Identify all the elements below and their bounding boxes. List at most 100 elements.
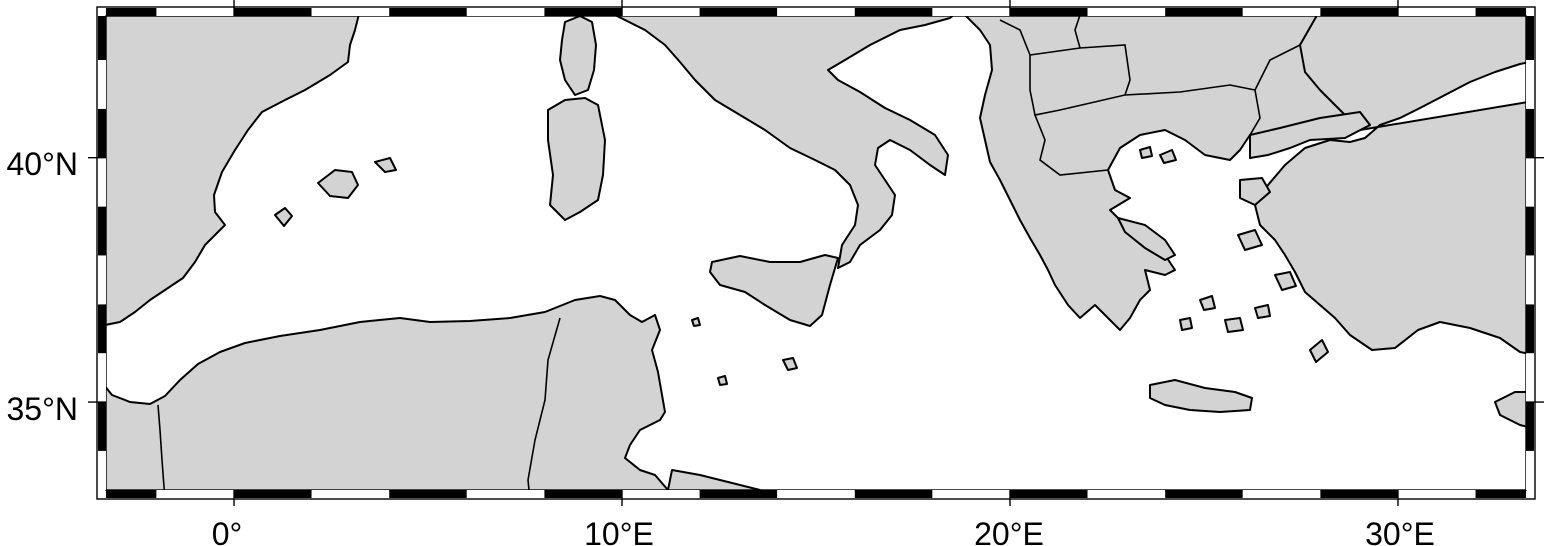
aegean-island: [1237, 229, 1263, 251]
frame-segment: [699, 490, 778, 498]
country-border: [1124, 84, 1261, 136]
aegean-island: [1239, 177, 1271, 206]
map-frame-outer: [96, 6, 1536, 500]
frame-segment: [1242, 8, 1321, 16]
aegean-island: [1274, 271, 1297, 291]
frame-segment: [544, 8, 623, 16]
cyprus-island: [1494, 391, 1526, 428]
aegean-island: [1254, 304, 1271, 319]
frame-segment: [1526, 304, 1534, 354]
frame-segment: [98, 353, 106, 403]
thrace-landmass: [1249, 111, 1371, 159]
libya-landmass: [667, 469, 761, 490]
map-tick-marks: [88, 0, 1544, 506]
pantelleria-island: [691, 317, 701, 327]
y-tick-label: 35°N: [7, 391, 79, 427]
frame-segment: [1526, 206, 1534, 256]
aegean-island: [1224, 317, 1244, 333]
frame-segment: [544, 490, 623, 498]
frame-segment: [1526, 353, 1534, 403]
country-border: [1254, 44, 1301, 91]
italy-landmass: [614, 16, 955, 269]
frame-segment: [777, 490, 855, 498]
frame-segment: [98, 450, 106, 490]
aegean-island: [1139, 146, 1153, 159]
x-tick-label: 20°E: [974, 516, 1044, 546]
frame-segment: [932, 8, 1010, 16]
euboea-island: [1117, 217, 1176, 261]
y-tick-label: 40°N: [7, 146, 79, 182]
frame-segment: [106, 490, 157, 498]
frame-segment: [466, 8, 545, 16]
frame-segment: [311, 8, 390, 16]
country-border: [157, 404, 166, 490]
frame-segment: [156, 8, 235, 16]
anatolia-landmass: [1254, 16, 1526, 355]
aegean-island: [1199, 295, 1216, 311]
frame-segment: [932, 490, 1010, 498]
frame-segment: [1526, 16, 1534, 60]
aegean-island: [1179, 317, 1193, 331]
frame-segment: [854, 8, 933, 16]
frame-segment: [106, 8, 157, 16]
frame-segment: [389, 490, 467, 498]
country-border: [1034, 114, 1109, 176]
frame-segment: [466, 490, 545, 498]
country-border: [1074, 16, 1081, 49]
frame-segment: [389, 8, 467, 16]
frame-segment: [98, 206, 106, 256]
frame-segment: [234, 8, 312, 16]
frame-segment: [1526, 157, 1534, 207]
map-frame-scale: [98, 8, 1534, 498]
rhodes-island: [1309, 339, 1329, 363]
mallorca-island: [317, 169, 359, 199]
country-border: [999, 19, 1031, 56]
x-tick-label: 10°E: [584, 516, 654, 546]
x-tick-label: 30°E: [1365, 516, 1435, 546]
frame-segment: [1475, 8, 1526, 16]
frame-segment: [1320, 490, 1398, 498]
frame-segment: [98, 108, 106, 158]
frame-segment: [1526, 255, 1534, 305]
frame-segment: [1087, 8, 1166, 16]
frame-segment: [234, 490, 312, 498]
frame-segment: [622, 8, 700, 16]
frame-segment: [1475, 490, 1526, 498]
ibiza-island: [274, 207, 293, 227]
frame-segment: [1397, 8, 1476, 16]
frame-segment: [1009, 490, 1088, 498]
frame-segment: [854, 490, 933, 498]
aegean-island: [1159, 149, 1177, 164]
sicily-island: [709, 254, 839, 327]
frame-segment: [622, 490, 700, 498]
frame-segment: [1087, 490, 1166, 498]
frame-segment: [1526, 402, 1534, 451]
frame-segment: [1320, 8, 1398, 16]
country-border: [527, 317, 561, 490]
frame-segment: [1526, 108, 1534, 158]
frame-segment: [1397, 490, 1476, 498]
sardinia-island: [547, 97, 606, 221]
lampedusa-island: [717, 375, 728, 386]
frame-segment: [1242, 490, 1321, 498]
frame-segment: [98, 59, 106, 109]
frame-segment: [311, 490, 390, 498]
crete-island: [1149, 379, 1253, 413]
frame-segment: [98, 157, 106, 207]
frame-segment: [1165, 8, 1243, 16]
north-africa-landmass: [106, 295, 669, 490]
frame-segment: [98, 402, 106, 451]
frame-segment: [1165, 490, 1243, 498]
frame-segment: [699, 8, 778, 16]
frame-segment: [1009, 8, 1088, 16]
malta-island: [782, 357, 798, 371]
corsica-island: [559, 16, 597, 96]
x-tick-label: 0°: [212, 516, 243, 546]
frame-segment: [98, 16, 106, 60]
menorca-island: [374, 157, 397, 173]
frame-segment: [777, 8, 855, 16]
frame-segment: [98, 304, 106, 354]
iberia-france-landmass: [106, 16, 360, 326]
frame-segment: [1526, 59, 1534, 109]
